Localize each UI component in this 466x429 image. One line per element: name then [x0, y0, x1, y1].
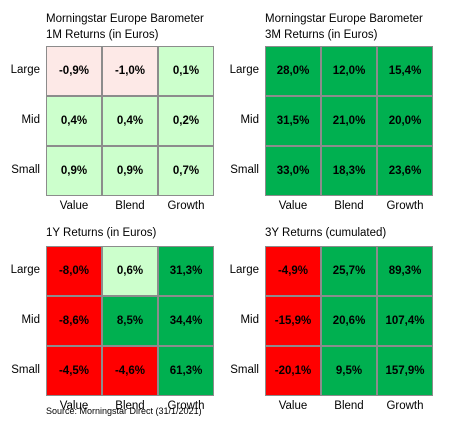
- heatmap-cell: 23,6%: [377, 146, 433, 196]
- row-label: Mid: [21, 114, 40, 126]
- heatmap-cell: 157,9%: [377, 346, 433, 396]
- heatmap-cell: -4,5%: [46, 346, 102, 396]
- heatmap-cell: 28,0%: [265, 46, 321, 96]
- column-label: Blend: [115, 200, 145, 212]
- heatmap-cell: 0,2%: [158, 96, 214, 146]
- column-label: Value: [59, 400, 89, 412]
- heatmap-cell: 61,3%: [158, 346, 214, 396]
- heatmap-cell: 0,6%: [102, 246, 158, 296]
- heatmap-cell: 89,3%: [377, 246, 433, 296]
- heatmap-cell: 0,7%: [158, 146, 214, 196]
- heatmap-cell: 107,4%: [377, 296, 433, 346]
- chart-subtitle: 3Y Returns (cumulated): [265, 227, 387, 239]
- heatmap-cell: -8,6%: [46, 296, 102, 346]
- row-label: Large: [10, 64, 40, 76]
- row-label: Large: [229, 64, 259, 76]
- heatmap-cell: 20,6%: [321, 296, 377, 346]
- heatmap-cell: 0,9%: [102, 146, 158, 196]
- row-label: Small: [11, 364, 40, 376]
- row-label: Large: [229, 264, 259, 276]
- row-label: Mid: [21, 314, 40, 326]
- heatmap-cell: -1,0%: [102, 46, 158, 96]
- heatmap-cell: 12,0%: [321, 46, 377, 96]
- heatmap-cell: 18,3%: [321, 146, 377, 196]
- heatmap-cell: 0,9%: [46, 146, 102, 196]
- row-label: Mid: [240, 114, 259, 126]
- chart-subtitle: 3M Returns (in Euros): [265, 29, 378, 41]
- heatmap-cell: -15,9%: [265, 296, 321, 346]
- heatmap-cell: -4,9%: [265, 246, 321, 296]
- chart-title: Morningstar Europe Barometer: [265, 13, 423, 25]
- column-label: Growth: [167, 200, 205, 212]
- heatmap-cell: 21,0%: [321, 96, 377, 146]
- heatmap-cell: 31,5%: [265, 96, 321, 146]
- column-label: Value: [278, 400, 308, 412]
- chart-title: Morningstar Europe Barometer: [46, 13, 204, 25]
- column-label: Growth: [167, 400, 205, 412]
- heatmap-cell: 0,4%: [102, 96, 158, 146]
- heatmap-cell: 15,4%: [377, 46, 433, 96]
- heatmap-cell: 0,1%: [158, 46, 214, 96]
- column-label: Growth: [386, 400, 424, 412]
- heatmap-cell: 9,5%: [321, 346, 377, 396]
- row-label: Large: [10, 264, 40, 276]
- heatmap-cell: -0,9%: [46, 46, 102, 96]
- row-label: Small: [230, 164, 259, 176]
- row-label: Mid: [240, 314, 259, 326]
- column-label: Blend: [334, 400, 364, 412]
- column-label: Blend: [115, 400, 145, 412]
- heatmap-cell: -20,1%: [265, 346, 321, 396]
- column-label: Value: [59, 200, 89, 212]
- column-label: Blend: [334, 200, 364, 212]
- source-note: Source: Morningstar Direct (31/1/2021): [46, 406, 202, 416]
- heatmap-cell: 25,7%: [321, 246, 377, 296]
- row-label: Small: [11, 164, 40, 176]
- column-label: Growth: [386, 200, 424, 212]
- heatmap-cell: 34,4%: [158, 296, 214, 346]
- column-label: Value: [278, 200, 308, 212]
- heatmap-cell: 20,0%: [377, 96, 433, 146]
- heatmap-cell: -8,0%: [46, 246, 102, 296]
- row-label: Small: [230, 364, 259, 376]
- heatmap-cell: 0,4%: [46, 96, 102, 146]
- heatmap-cell: 31,3%: [158, 246, 214, 296]
- heatmap-cell: -4,6%: [102, 346, 158, 396]
- heatmap-cell: 33,0%: [265, 146, 321, 196]
- chart-subtitle: 1Y Returns (in Euros): [46, 227, 157, 239]
- heatmap-cell: 8,5%: [102, 296, 158, 346]
- chart-subtitle: 1M Returns (in Euros): [46, 29, 159, 41]
